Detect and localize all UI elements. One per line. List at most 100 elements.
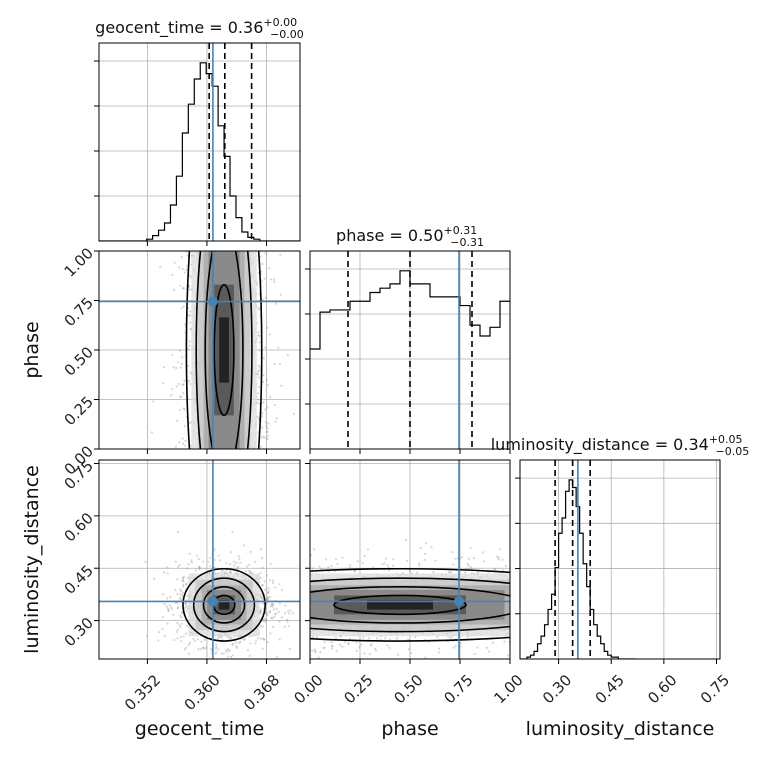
scatter-point — [424, 542, 428, 545]
scatter-point — [215, 645, 218, 648]
scatter-point — [185, 602, 188, 605]
scatter-point — [260, 597, 264, 600]
scatter-point — [197, 565, 200, 568]
scatter-point — [260, 584, 263, 587]
scatter-point — [256, 370, 260, 373]
scatter-point — [261, 566, 264, 569]
scatter-point — [275, 302, 278, 305]
scatter-point — [454, 557, 457, 560]
scatter-point — [219, 636, 223, 640]
scatter-point — [270, 603, 274, 606]
scatter-point — [166, 622, 169, 625]
scatter-point — [334, 636, 337, 639]
scatter-point — [179, 635, 182, 639]
scatter-point — [201, 647, 205, 650]
scatter-point — [375, 637, 379, 640]
scatter-point — [360, 643, 363, 646]
scatter-point — [494, 568, 497, 571]
scatter-point — [181, 286, 184, 290]
scatter-point — [280, 588, 284, 592]
scatter-point — [263, 346, 267, 349]
scatter-point — [278, 362, 282, 366]
scatter-point — [182, 407, 185, 410]
scatter-point — [257, 364, 260, 367]
scatter-point — [266, 383, 270, 387]
scatter-point — [173, 261, 176, 264]
scatter-point — [180, 622, 183, 626]
scatter-point — [269, 611, 272, 614]
scatter-point — [260, 597, 263, 600]
scatter-point — [476, 571, 480, 574]
scatter-point — [503, 640, 506, 643]
scatter-point — [247, 563, 251, 567]
scatter-point — [189, 371, 192, 374]
scatter-point — [260, 436, 263, 439]
scatter-point — [325, 558, 328, 561]
scatter-point — [203, 638, 206, 642]
scatter-point — [235, 646, 239, 649]
scatter-point — [270, 616, 273, 620]
scatter-point — [153, 577, 156, 580]
scatter-point — [404, 538, 408, 541]
scatter-point — [414, 635, 417, 639]
hist-step-geocent_time — [99, 62, 300, 241]
scatter-point — [182, 583, 185, 586]
scatter-point — [165, 597, 169, 600]
scatter-point — [229, 655, 233, 659]
scatter-point — [322, 646, 325, 649]
x-axis-label-phase: phase — [381, 718, 438, 740]
scatter-point — [275, 612, 278, 615]
scatter-point — [497, 558, 500, 561]
scatter-point — [198, 566, 201, 569]
scatter-point — [248, 654, 251, 658]
scatter-point — [262, 637, 265, 640]
scatter-point — [347, 641, 350, 645]
scatter-point — [216, 637, 220, 640]
scatter-point — [327, 566, 330, 569]
scatter-point — [184, 439, 187, 443]
scatter-point — [358, 646, 361, 649]
scatter-point — [188, 344, 191, 347]
scatter-point — [263, 638, 266, 641]
scatter-point — [184, 601, 187, 605]
scatter-point — [363, 652, 366, 655]
scatter-point — [259, 445, 263, 448]
scatter-point — [266, 427, 269, 430]
scatter-point — [259, 625, 262, 628]
scatter-point — [180, 307, 183, 310]
scatter-point — [264, 436, 267, 439]
scatter-point — [347, 642, 350, 646]
scatter-point — [323, 646, 326, 649]
scatter-point — [261, 584, 265, 587]
scatter-point — [504, 564, 507, 568]
scatter-point — [213, 558, 216, 561]
scatter-point — [497, 556, 501, 559]
scatter-point — [375, 649, 378, 652]
scatter-point — [208, 556, 212, 560]
scatter-point — [258, 402, 261, 405]
scatter-point — [228, 649, 231, 652]
scatter-point — [267, 587, 270, 590]
scatter-point — [188, 288, 191, 291]
scatter-point — [338, 643, 342, 647]
scatter-point — [381, 563, 384, 566]
scatter-point — [469, 546, 472, 550]
scatter-point — [266, 406, 269, 409]
scatter-point — [258, 349, 261, 352]
scatter-point — [388, 638, 391, 641]
scatter-point — [226, 647, 230, 651]
scatter-point — [355, 641, 358, 644]
scatter-point — [271, 602, 274, 606]
scatter-point — [172, 366, 175, 369]
scatter-point — [239, 561, 242, 564]
scatter-point — [449, 636, 452, 639]
scatter-point — [317, 656, 320, 659]
scatter-point — [213, 548, 216, 551]
scatter-point — [482, 560, 485, 563]
scatter-point — [249, 571, 253, 574]
scatter-point — [266, 596, 269, 600]
scatter-point — [170, 394, 173, 397]
x-axis-label-luminosity_distance: luminosity_distance — [526, 718, 715, 740]
scatter-point — [229, 636, 233, 639]
scatter-point — [179, 284, 182, 287]
